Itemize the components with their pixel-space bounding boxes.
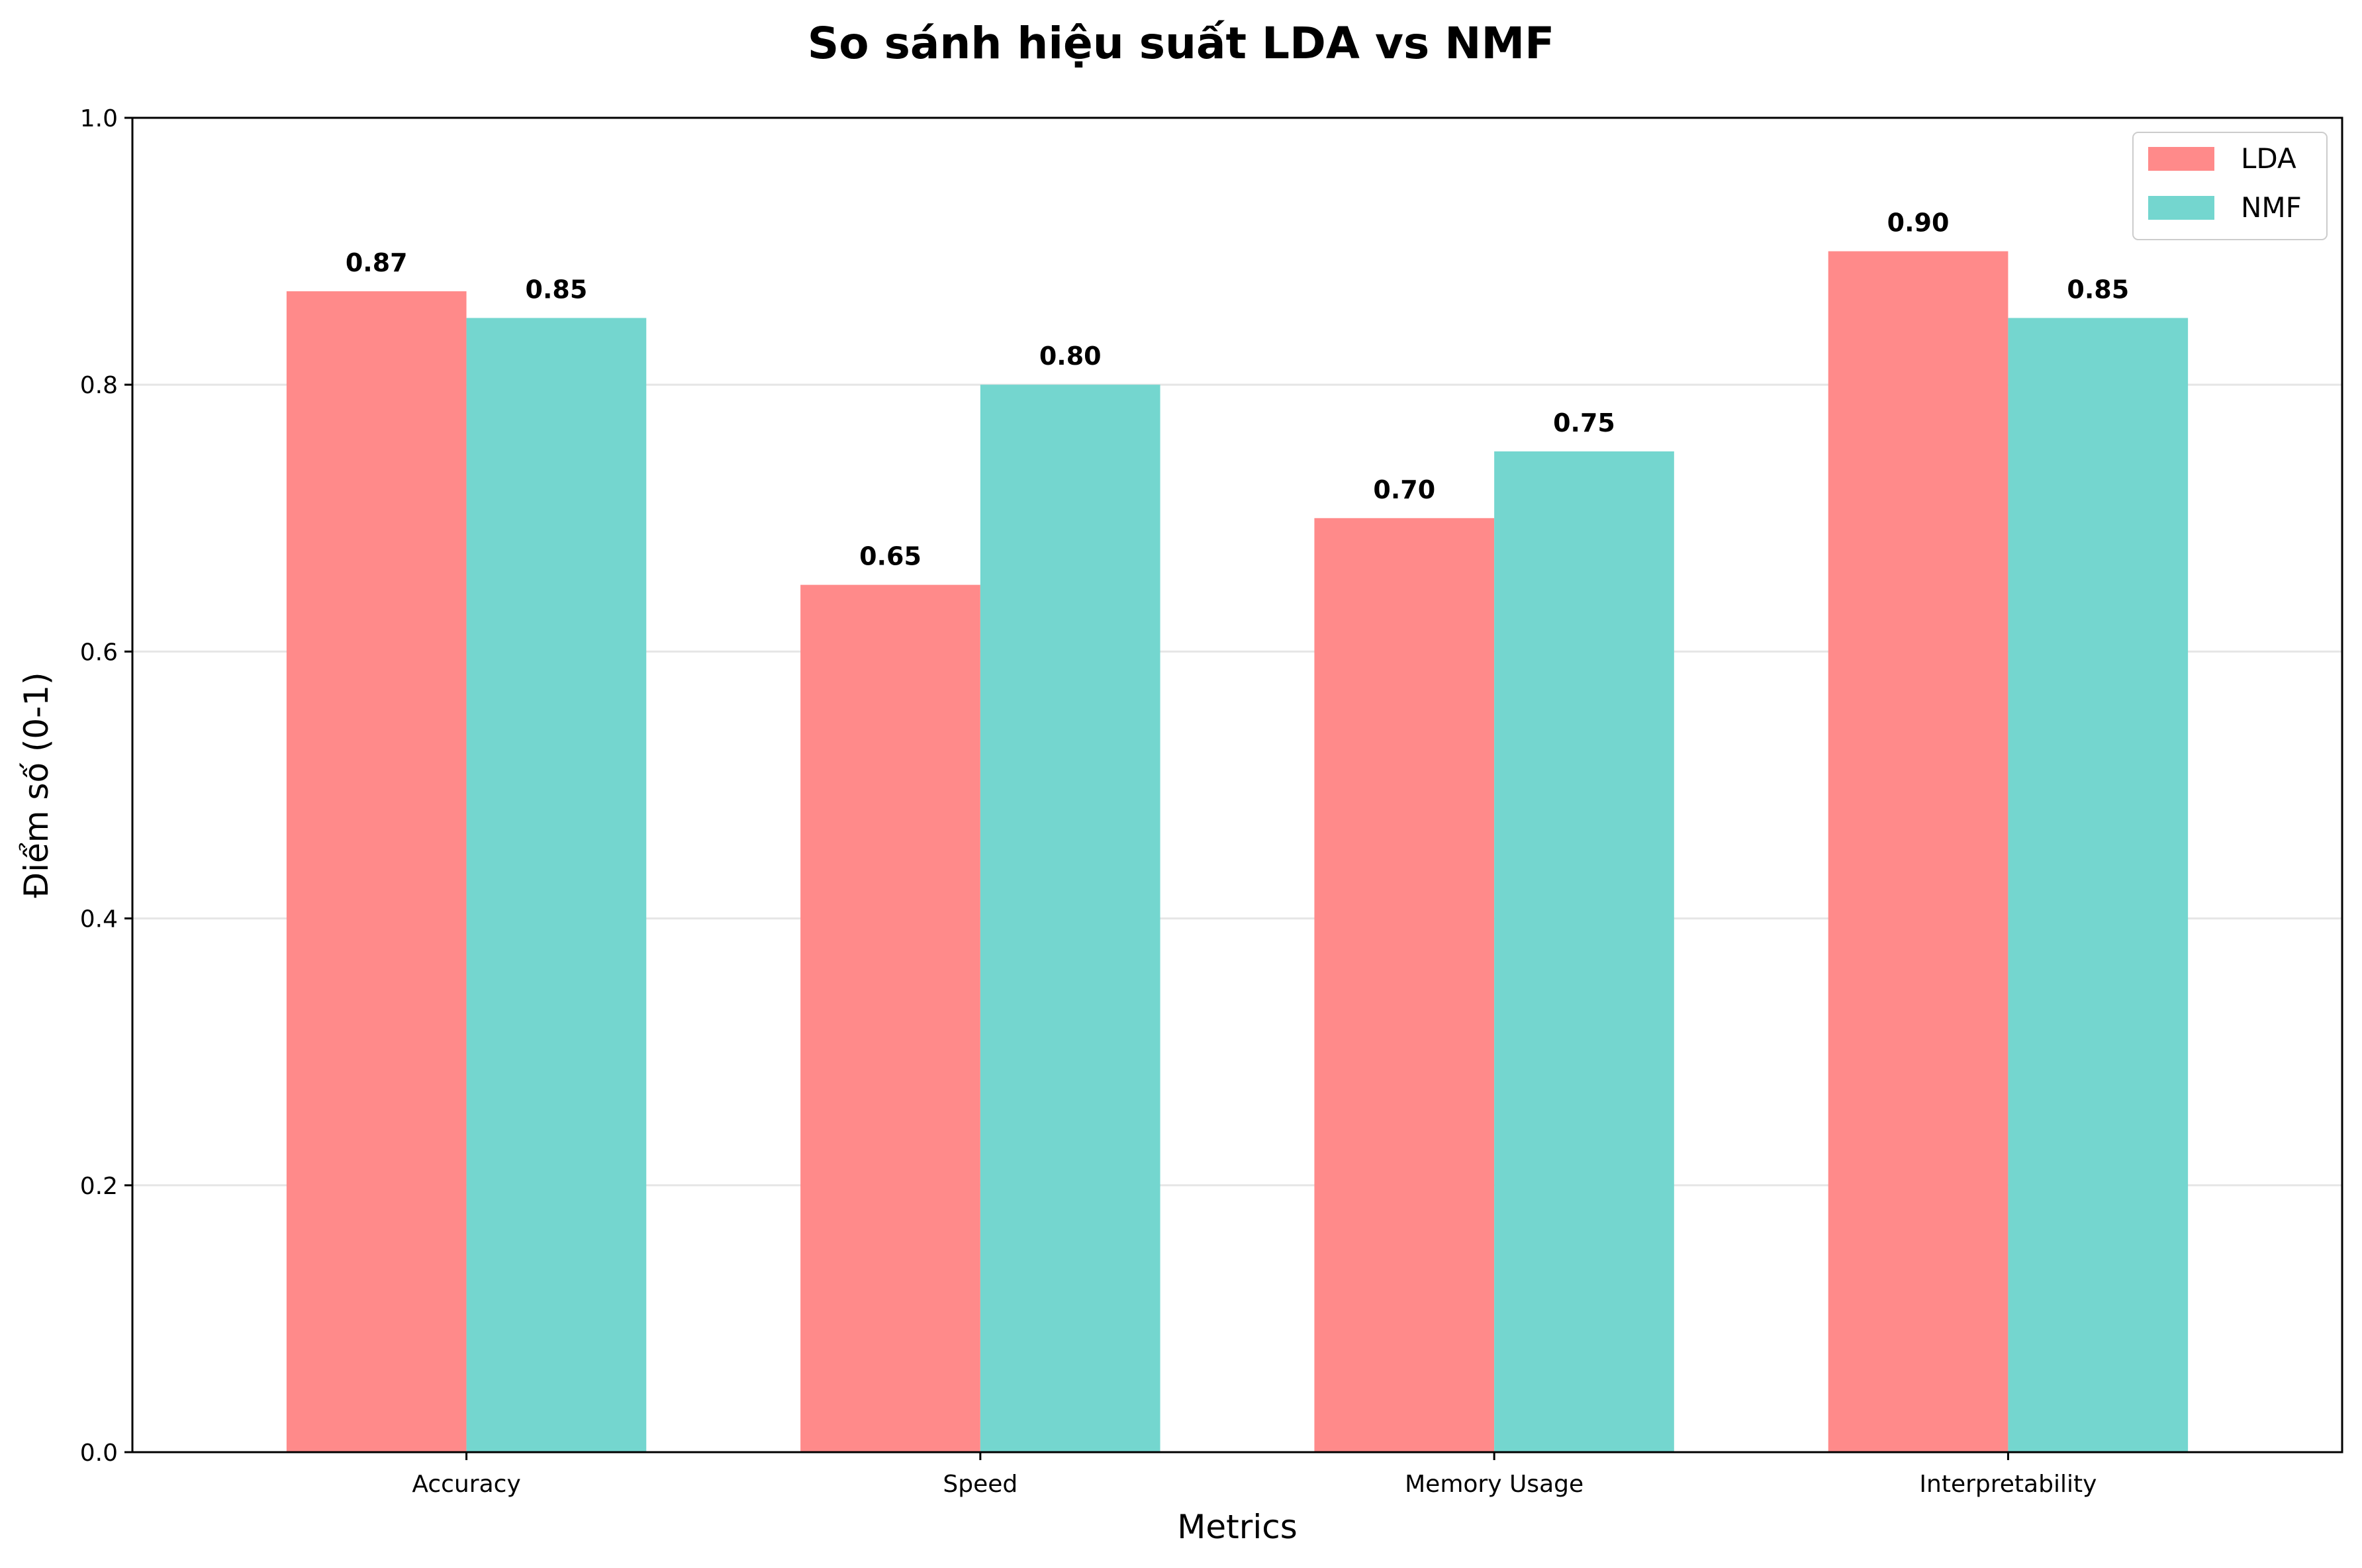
y-tick-label: 0.4: [80, 906, 118, 933]
bars: [286, 251, 2189, 1453]
legend-swatch-lda: [2148, 147, 2214, 171]
legend-label-nmf: NMF: [2241, 191, 2302, 224]
bar-lda: [800, 584, 980, 1452]
data-label-nmf: 0.75: [1553, 408, 1615, 438]
x-tick-label: Accuracy: [412, 1471, 520, 1498]
legend-label-lda: LDA: [2241, 142, 2296, 175]
x-tick-label: Interpretability: [1919, 1471, 2097, 1498]
x-axis-ticks: Accuracy Speed Memory Usage Interpretabilit…: [412, 1452, 2097, 1498]
bar-lda: [1828, 251, 2008, 1453]
data-label-lda: 0.65: [859, 542, 921, 571]
x-axis-title: Metrics: [1177, 1508, 1298, 1546]
data-label-nmf: 0.85: [2067, 275, 2129, 304]
data-label-lda: 0.70: [1373, 475, 1435, 504]
data-label-nmf: 0.85: [526, 275, 588, 304]
bar-nmf: [1494, 451, 1674, 1452]
bar-lda: [1314, 518, 1495, 1452]
x-tick-label: Memory Usage: [1405, 1471, 1583, 1498]
y-tick-label: 0.0: [80, 1440, 118, 1467]
legend-swatch-nmf: [2148, 196, 2214, 220]
y-axis-title: Điểm số (0-1): [17, 672, 56, 898]
data-label-nmf: 0.80: [1039, 342, 1102, 371]
data-label-lda: 0.87: [346, 248, 408, 277]
data-label-lda: 0.90: [1887, 208, 1950, 238]
y-tick-label: 1.0: [80, 105, 118, 132]
y-tick-label: 0.2: [80, 1173, 118, 1200]
legend: LDA NMF: [2132, 132, 2328, 240]
data-labels: 0.87 0.65 0.70 0.90 0.85 0.80 0.75 0.85: [346, 208, 2129, 571]
bar-lda: [286, 291, 467, 1453]
y-tick-label: 0.6: [80, 639, 118, 666]
bar-nmf: [2008, 318, 2189, 1452]
y-tick-label: 0.8: [80, 372, 118, 399]
bar-nmf: [980, 385, 1160, 1453]
bar-nmf: [466, 318, 647, 1452]
chart-title: So sánh hiệu suất LDA vs NMF: [808, 18, 1554, 69]
x-tick-label: Speed: [943, 1471, 1017, 1498]
plot-frame: [131, 116, 2343, 1453]
y-axis-ticks: 0.0 0.2 0.4 0.6 0.8 1.0: [80, 105, 132, 1467]
